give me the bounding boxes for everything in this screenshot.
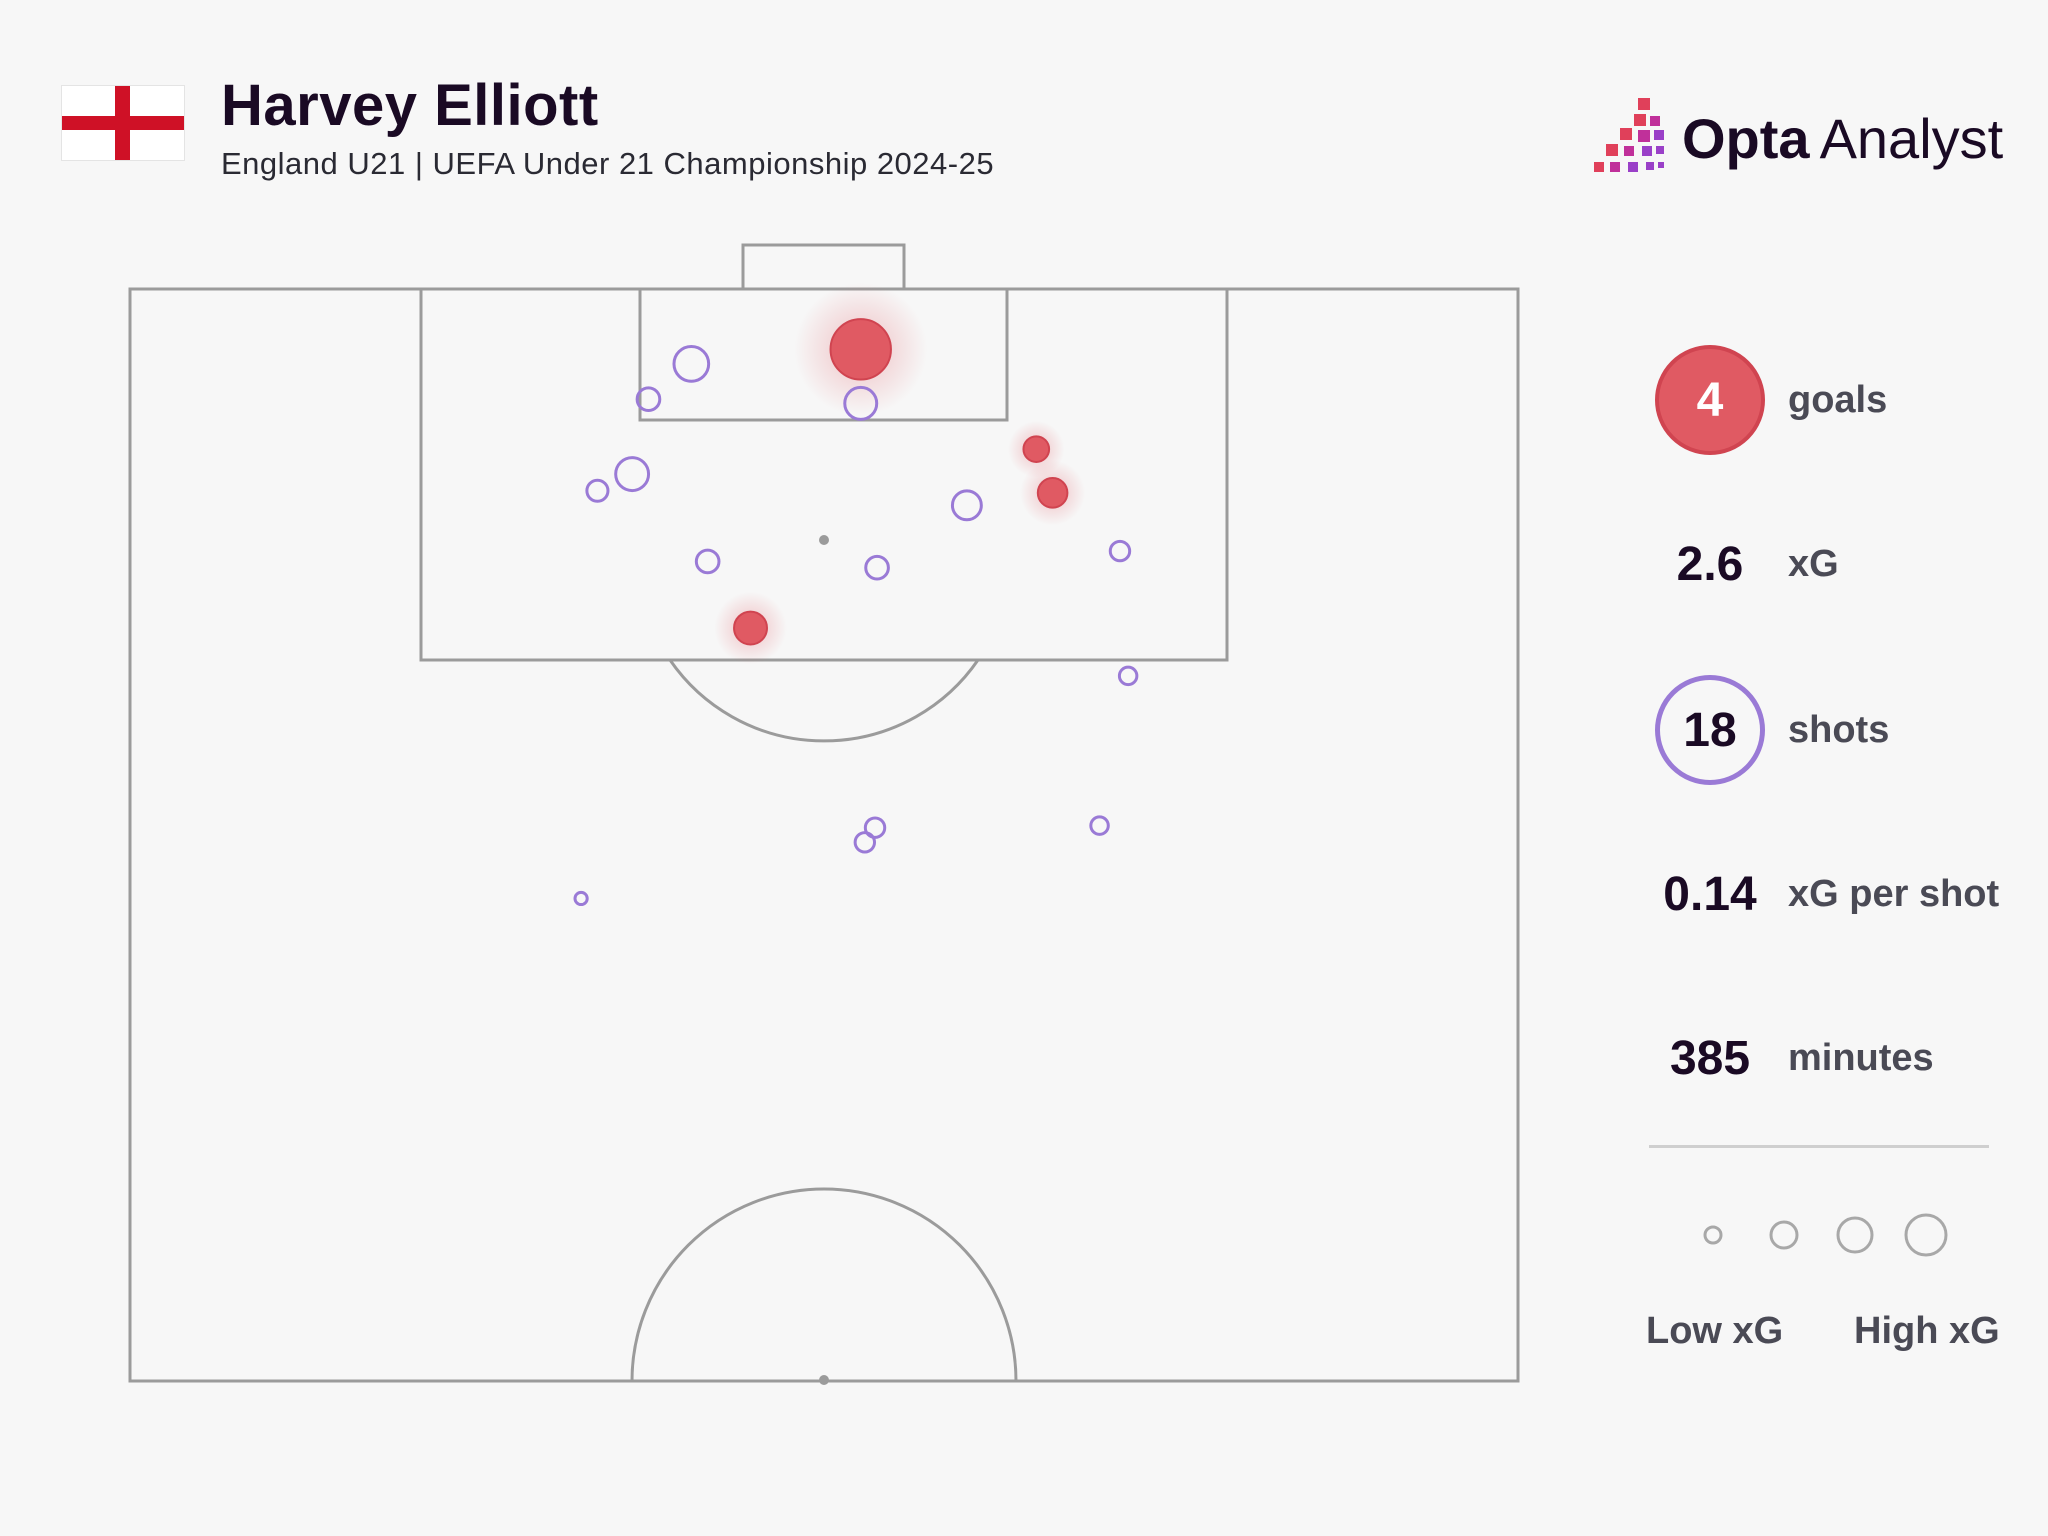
shot-markers [573,282,1139,907]
legend-high-label: High xG [1854,1310,2000,1352]
shot-marker-16 [853,831,877,854]
goal-marker-7 [1036,477,1069,509]
stat-xG-per-shot: 0.14 xG per shot [1640,834,2020,954]
shot-marker-10 [694,548,721,575]
shot-marker-2 [635,386,662,413]
stat-value: 385 [1669,1031,1751,1085]
goal-badge [1655,345,1765,455]
legend-circle-2 [1769,1220,1799,1250]
brand-name-bold: Opta [1682,106,1810,170]
stat-value: 18 [1683,703,1737,757]
opta-logo-icon [1594,98,1664,172]
stat-xG: 2.6 xG [1640,504,2020,624]
shot-marker-8 [950,489,983,522]
brand-name-light: Analyst [1819,106,2004,170]
legend-low-label: Low xG [1646,1310,1784,1352]
legend-circle-1 [1703,1225,1723,1245]
shot-marker-3 [843,385,879,421]
goal-marker-0 [829,318,892,381]
shot-marker-13 [1117,665,1139,687]
shot-marker-1 [672,345,711,383]
xg-size-legend [1703,1213,1948,1257]
stat-minutes: 385 minutes [1640,998,2020,1118]
goal-marker-12 [733,610,768,646]
shot-marker-5 [614,456,651,493]
pitch-outline [128,287,1520,1383]
shot-badge [1655,675,1765,785]
stat-goals: 4 goals [1640,340,2020,460]
penalty-spot [819,535,829,545]
goal-frame [741,243,906,291]
stat-label: xG [1788,542,1839,585]
stats-divider [1649,1145,1989,1148]
stat-shots: 18 shots [1640,670,2020,790]
shot-marker-9 [1108,539,1132,563]
goal-marker-4 [1022,435,1051,463]
stat-label: xG per shot [1788,872,2000,915]
legend-circle-4 [1904,1213,1948,1257]
stat-label: minutes [1788,1036,1934,1079]
shot-marker-6 [585,478,610,503]
shot-marker-15 [1089,815,1110,836]
chart-subtitle: England U21 | UEFA Under 21 Championship… [221,146,995,181]
stat-label: shots [1788,708,1890,751]
shot-marker-17 [573,890,589,907]
england-flag-icon [62,86,184,160]
centre-circle [630,1187,1018,1382]
shot-marker-11 [864,554,890,581]
stat-value: 2.6 [1676,537,1744,591]
stat-value: 4 [1696,373,1724,427]
penalty-arc [668,659,980,743]
opta-analyst-logo: Opta Analyst [1594,98,2003,178]
stat-value: 0.14 [1663,867,1757,921]
flag-cross-horizontal [62,116,184,130]
pitch-lines [128,243,1520,1383]
stat-label: goals [1788,378,1888,421]
centre-spot [819,1375,829,1385]
legend-circle-3 [1836,1216,1874,1254]
shot-marker-14 [863,816,887,839]
chart-title: Harvey Elliott [221,73,599,138]
